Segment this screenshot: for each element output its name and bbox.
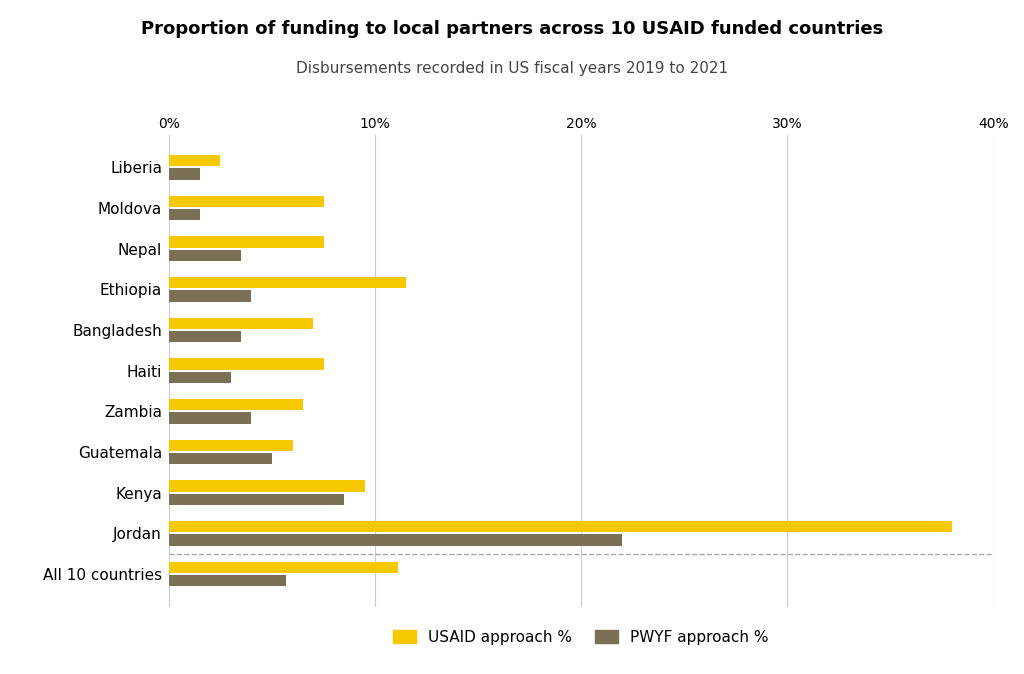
Bar [169, 439, 293, 451]
Bar [169, 412, 252, 424]
Bar [169, 561, 397, 573]
Bar [169, 331, 241, 342]
Bar [169, 494, 344, 505]
Bar [169, 359, 324, 369]
Bar [169, 534, 623, 546]
Legend: USAID approach %, PWYF approach %: USAID approach %, PWYF approach % [387, 623, 775, 651]
Bar [169, 453, 272, 464]
Bar [169, 168, 200, 180]
Bar [169, 155, 220, 166]
Bar [169, 249, 241, 261]
Bar [169, 317, 313, 329]
Text: Disbursements recorded in US fiscal years 2019 to 2021: Disbursements recorded in US fiscal year… [296, 61, 728, 75]
Bar [169, 521, 952, 532]
Bar [169, 277, 406, 288]
Bar [169, 399, 303, 410]
Bar [169, 372, 230, 383]
Bar [169, 237, 324, 247]
Bar [169, 209, 200, 220]
Text: Proportion of funding to local partners across 10 USAID funded countries: Proportion of funding to local partners … [141, 20, 883, 38]
Bar [169, 290, 252, 302]
Bar [169, 195, 324, 207]
Bar [169, 481, 365, 492]
Bar [169, 575, 287, 586]
